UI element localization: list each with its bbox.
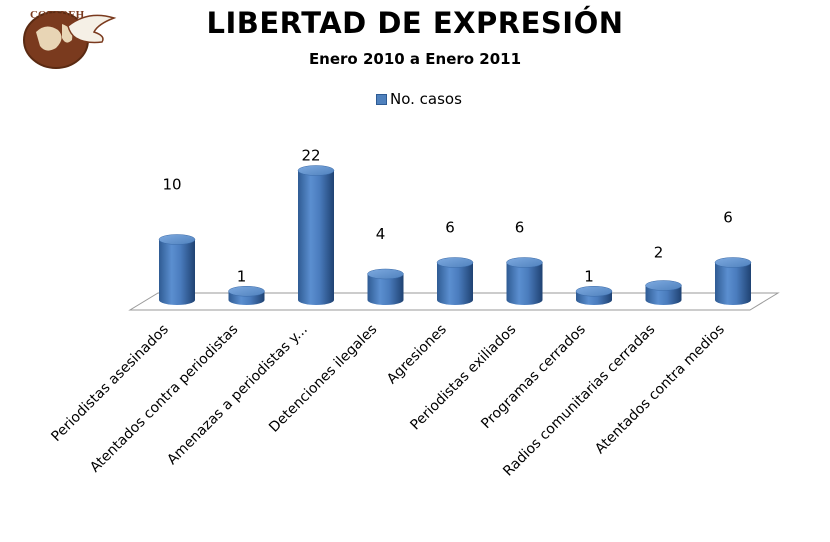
data-label: 6 (445, 219, 455, 237)
bar (714, 257, 752, 305)
chart-subtitle: Enero 2010 a Enero 2011 (308, 50, 522, 68)
data-label: 6 (723, 209, 733, 227)
bar (436, 257, 474, 305)
x-tick-label: Periodistas asesinados (48, 322, 171, 445)
bar (506, 257, 543, 305)
bar (297, 165, 335, 305)
x-tick-label: Atentados contra periodistas (87, 322, 241, 476)
data-label: 4 (376, 225, 386, 243)
x-tick-label: Atentados contra medios (592, 322, 728, 458)
data-label: 10 (162, 176, 181, 194)
x-tick-label: Agresiones (384, 322, 450, 388)
data-label: 22 (301, 147, 320, 165)
legend-swatch (376, 93, 387, 105)
logo-text: COFADEH (30, 9, 85, 21)
data-label: 2 (654, 244, 664, 262)
data-label: 1 (237, 267, 247, 285)
cofadeh-logo: COFADEH (10, 4, 122, 70)
legend-label: No. casos (390, 90, 462, 108)
bar (228, 286, 265, 305)
bar (367, 268, 404, 305)
data-label: 6 (515, 219, 525, 237)
data-label: 1 (584, 267, 594, 285)
bar (158, 234, 196, 305)
bar (645, 280, 682, 305)
bar (575, 286, 613, 305)
chart-legend: No. casos (376, 90, 462, 108)
chart-title: LIBERTAD DE EXPRESIÓN (206, 6, 624, 40)
x-tick-label: Amenazas a periodistas y... (164, 322, 311, 469)
x-tick-label: Radios comunitarias cerradas (500, 322, 658, 480)
